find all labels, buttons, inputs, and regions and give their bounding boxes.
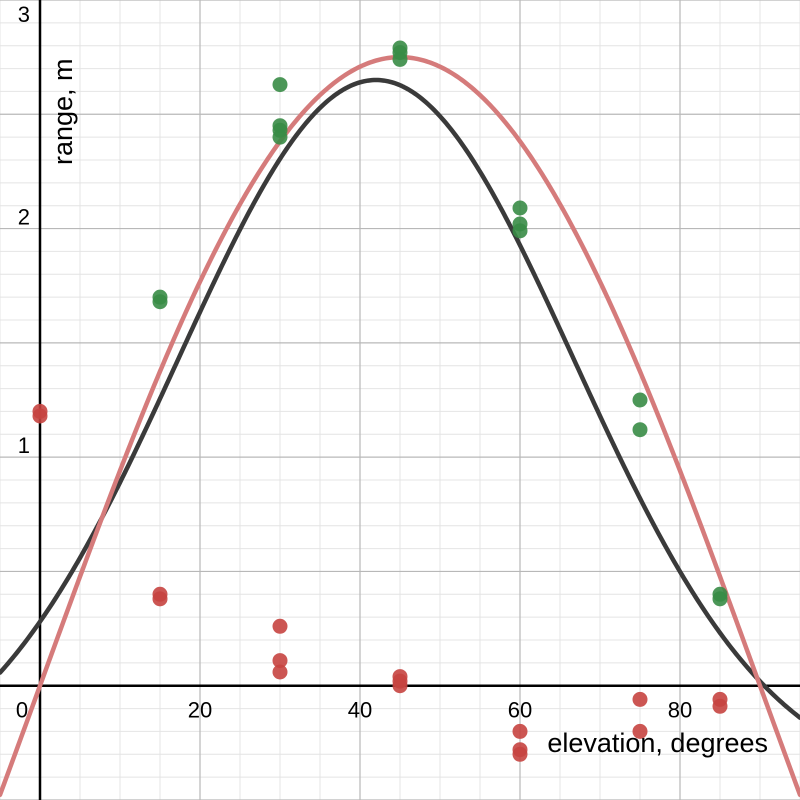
- x-axis-title: elevation, degrees: [547, 728, 768, 758]
- red-data-point: [392, 678, 408, 694]
- x-tick-label: 20: [188, 698, 212, 723]
- y-tick-label: 1: [18, 433, 30, 458]
- red-data-point: [632, 723, 648, 739]
- red-data-point: [272, 618, 288, 634]
- y-tick-label: 3: [18, 2, 30, 27]
- green-data-point: [512, 223, 528, 239]
- red-data-point: [512, 746, 528, 762]
- x-tick-label: 60: [508, 698, 532, 723]
- red-data-point: [272, 664, 288, 680]
- green-data-point: [632, 422, 648, 438]
- red-data-point: [712, 698, 728, 714]
- x-tick-label: 0: [16, 698, 28, 723]
- red-data-point: [512, 723, 528, 739]
- green-data-point: [152, 294, 168, 310]
- green-data-point: [272, 129, 288, 145]
- red-data-point: [32, 408, 48, 424]
- red-data-point: [632, 691, 648, 707]
- green-data-point: [712, 591, 728, 607]
- gaussian-fit-curve: [0, 77, 800, 720]
- data-points: [32, 40, 728, 762]
- tick-labels: 0 20 40 60 80 1 2 3: [16, 2, 692, 723]
- x-tick-label: 40: [348, 698, 372, 723]
- x-tick-label: 80: [668, 698, 692, 723]
- red-data-point: [152, 591, 168, 607]
- y-tick-label: 2: [18, 205, 30, 230]
- y-axis-title: range, m: [48, 58, 78, 165]
- green-data-point: [392, 51, 408, 67]
- green-data-point: [512, 200, 528, 216]
- green-data-point: [272, 77, 288, 93]
- red-data-point: [272, 653, 288, 669]
- green-data-point: [632, 392, 648, 408]
